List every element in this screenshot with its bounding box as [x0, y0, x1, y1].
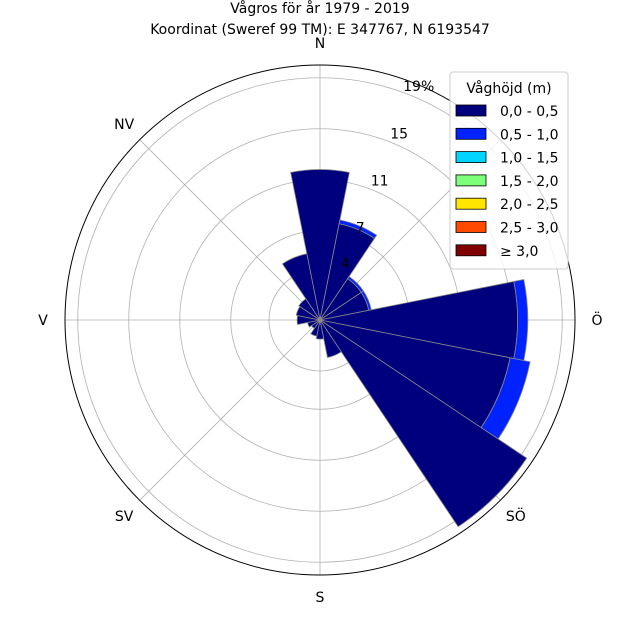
legend-swatch — [455, 244, 487, 257]
sector-bar-segment — [338, 219, 378, 239]
legend-swatch — [455, 174, 487, 187]
chart-title-line1: Vågros för år 1979 - 2019 — [230, 0, 409, 17]
legend-swatch — [455, 104, 487, 117]
radial-tick-label: 11 — [371, 173, 389, 189]
legend-label: 1,0 - 1,5 — [500, 151, 558, 167]
sector-bar-segment — [281, 253, 321, 321]
polar-outer-circle — [64, 64, 576, 576]
legend-swatch — [455, 127, 487, 140]
direction-label-nw: NV — [114, 117, 134, 133]
legend-label: ≥ 3,0 — [500, 244, 538, 260]
direction-labels: N Ö SÖ S SV V NV — [38, 36, 602, 606]
chart-title-line2: Koordinat (Sweref 99 TM): E 347767, N 61… — [150, 22, 490, 38]
grid-spoke — [139, 139, 321, 321]
direction-label-s: S — [316, 590, 325, 606]
legend-swatch — [455, 221, 487, 233]
sector-bars — [281, 169, 531, 528]
direction-label-w: V — [38, 313, 48, 329]
legend-swatch — [455, 197, 487, 210]
direction-label-se: SÖ — [506, 507, 526, 525]
sector-bar-segment — [315, 319, 325, 340]
radial-tick-label: 15 — [390, 126, 408, 142]
legend-label: 2,5 - 3,0 — [500, 221, 558, 237]
legend-label: 2,0 - 2,5 — [500, 197, 558, 213]
direction-label-e: Ö — [591, 311, 602, 329]
legend-swatch — [455, 151, 487, 164]
radial-tick-label: 4 — [341, 256, 350, 272]
grid-spoke — [139, 319, 321, 501]
radial-tick-labels: 4 7 11 15 19% — [341, 79, 434, 272]
direction-label-n: N — [315, 36, 325, 52]
sector-bar-segment — [319, 319, 342, 358]
legend-frame — [449, 71, 569, 270]
legend-label: 0,5 - 1,0 — [500, 127, 558, 143]
sector-bar-segment — [319, 319, 528, 528]
legend-label: 1,5 - 2,0 — [500, 174, 558, 190]
legend-items: 0,0 - 0,5 0,5 - 1,0 1,0 - 1,5 1,5 - 2,0 2,0 … — [455, 104, 558, 260]
legend: Våghöjd (m) 0,0 - 0,5 0,5 - 1,0 1,0 - 1,5 1… — [449, 71, 569, 270]
radial-tick-label: 7 — [356, 221, 365, 237]
legend-label: 0,0 - 0,5 — [500, 104, 558, 120]
direction-label-sw: SV — [115, 509, 134, 525]
sector-bar-segment — [290, 169, 350, 321]
legend-title: Våghöjd (m) — [466, 80, 551, 97]
radial-tick-label: 19% — [403, 79, 434, 95]
